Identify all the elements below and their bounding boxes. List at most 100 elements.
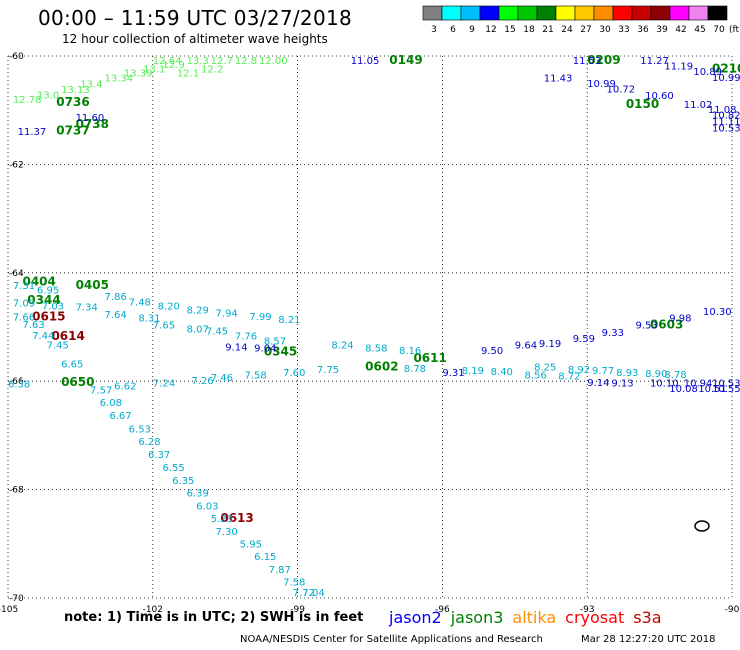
wave-height-label: 6.37 xyxy=(148,450,170,461)
wave-height-label: 12.7 xyxy=(211,56,233,67)
pass-time-label: 0736 xyxy=(56,95,89,109)
wave-height-label: 8.40 xyxy=(491,367,513,378)
wave-height-label: 11.05 xyxy=(351,56,380,67)
timestamp-line: Mar 28 12:27:20 UTC 2018 xyxy=(581,634,716,645)
wave-height-label: 5.95 xyxy=(240,540,262,551)
wave-height-label: 8.29 xyxy=(187,305,209,316)
wave-height-label: 6.62 xyxy=(114,381,136,392)
wave-height-label: 7.58 xyxy=(283,578,305,589)
satellite-name-s3a: s3a xyxy=(633,608,662,627)
wave-height-label: 6.55 xyxy=(162,463,184,474)
colorbar-tick-label: 39 xyxy=(656,25,668,35)
wave-height-label: 9.13 xyxy=(611,379,633,390)
colorbar-unit: (ft) xyxy=(729,25,740,35)
wave-height-label: 9.31 xyxy=(442,368,464,379)
wave-height-label: 13.13 xyxy=(61,85,90,96)
wave-height-label: 9.19 xyxy=(539,339,561,350)
wave-height-label: 6.39 xyxy=(187,489,209,500)
satellite-name-cryosat: cryosat xyxy=(565,608,625,627)
wave-height-label: 7.76 xyxy=(235,331,257,342)
wave-height-label: 7.26 xyxy=(191,376,213,387)
latitude-label: -60 xyxy=(9,52,24,62)
wave-height-label: 7.72 xyxy=(293,588,315,599)
wave-height-label: 8.20 xyxy=(158,302,180,313)
wave-height-label: 6.65 xyxy=(61,360,83,371)
wave-height-label: 8.56 xyxy=(524,370,546,381)
wave-height-label: 8.19 xyxy=(462,366,484,377)
colorbar-swatch xyxy=(593,5,614,21)
wave-height-label: 7.66 xyxy=(13,312,35,323)
satellite-name-jason3: jason3 xyxy=(450,608,504,627)
wave-height-label: 5.23 xyxy=(211,514,233,525)
map-grid xyxy=(7,55,733,599)
latitude-label: -68 xyxy=(9,486,24,496)
colorbar-tick-label: 6 xyxy=(450,25,456,35)
colorbar-swatch xyxy=(460,5,481,21)
wave-height-label: 10.51 xyxy=(698,384,727,395)
wave-height-label: 13.1 xyxy=(143,64,165,75)
latitude-label: -62 xyxy=(9,160,24,170)
colorbar-tick-label: 33 xyxy=(618,25,629,35)
wave-height-label: 7.30 xyxy=(216,527,238,538)
colorbar-tick-label: 12 xyxy=(485,25,496,35)
wave-height-label: 13.39 xyxy=(124,69,153,80)
colorbar-swatch xyxy=(631,5,652,21)
colorbar-swatch xyxy=(688,5,709,21)
pass-time-label: 0344 xyxy=(27,293,60,307)
track-jason2: 11.37 11.60 9.14 9.04 9.31 9.50 9.64 9.19 9.59 9.… xyxy=(18,56,740,395)
colorbar-tick-label: 15 xyxy=(504,25,515,35)
wave-height-label: 7.48 xyxy=(129,297,151,308)
longitude-label: -102 xyxy=(143,605,163,615)
colorbar-swatch xyxy=(555,5,576,21)
colorbar-swatch xyxy=(669,5,690,21)
pass-time-label: 0404 xyxy=(22,274,55,288)
wave-height-label: 6.38 xyxy=(8,380,30,391)
wave-height-label: 7.65 xyxy=(153,321,175,332)
colorbar-tick-label: 27 xyxy=(580,25,591,35)
colorbar-tick-label: 45 xyxy=(694,25,705,35)
wave-height-label: 6.03 xyxy=(196,502,218,513)
wave-height-label: 10.99 xyxy=(587,79,616,90)
colorbar-swatch xyxy=(441,5,462,21)
wave-height-label: 7.03 xyxy=(42,302,64,313)
colorbar-tick-label: 36 xyxy=(637,25,649,35)
wave-height-label: 8.58 xyxy=(365,343,387,354)
wave-height-label: 8.78 xyxy=(664,370,686,381)
pass-time-label: 0345 xyxy=(264,345,297,359)
colorbar-tick-label: 30 xyxy=(599,25,611,35)
pass-time-label: 0603 xyxy=(650,318,683,332)
colorbar-swatch xyxy=(707,5,728,21)
wave-height-label: 7.58 xyxy=(245,370,267,381)
colorbar-tick-label: 21 xyxy=(542,25,553,35)
wave-height-label: 13.0 xyxy=(37,90,59,101)
wave-height-label: 8.93 xyxy=(616,368,638,379)
latitude-label: -70 xyxy=(9,594,24,604)
satellite-name-altika: altika xyxy=(512,608,557,627)
pass-time-label: 0209 xyxy=(587,53,620,67)
wave-height-label: 7.86 xyxy=(105,292,127,303)
wave-height-label: 7.46 xyxy=(211,373,233,384)
wave-height-label: 7.64 xyxy=(105,310,127,321)
latitude-label: -66 xyxy=(9,377,24,387)
longitude-label: -99 xyxy=(290,605,305,615)
wave-height-label: 9.59 xyxy=(573,334,595,345)
wave-height-label: 10.10 xyxy=(650,379,679,390)
wave-height-label: 8.21 xyxy=(278,315,300,326)
track-altika: 7.31 6.957.09 7.037.667.637.447.456.657.57… xyxy=(8,281,687,599)
wave-height-label: 8.07 xyxy=(187,324,209,335)
wave-height-label: 8.92 xyxy=(568,365,590,376)
island-outline xyxy=(694,520,710,532)
wave-height-label: 11.60 xyxy=(76,113,105,124)
pass-time-label: 0650 xyxy=(61,375,94,389)
wave-height-label: 10.72 xyxy=(607,84,636,95)
wave-height-label: 7.34 xyxy=(76,303,98,314)
wave-height-label: 7.45 xyxy=(206,327,228,338)
wave-height-label: 10.99 xyxy=(712,73,740,84)
wave-height-label: 6.15 xyxy=(254,552,276,563)
longitude-label: -90 xyxy=(725,605,740,615)
pass-time-label: 0613 xyxy=(220,511,253,525)
wave-height-label: 10.55 xyxy=(712,384,740,395)
